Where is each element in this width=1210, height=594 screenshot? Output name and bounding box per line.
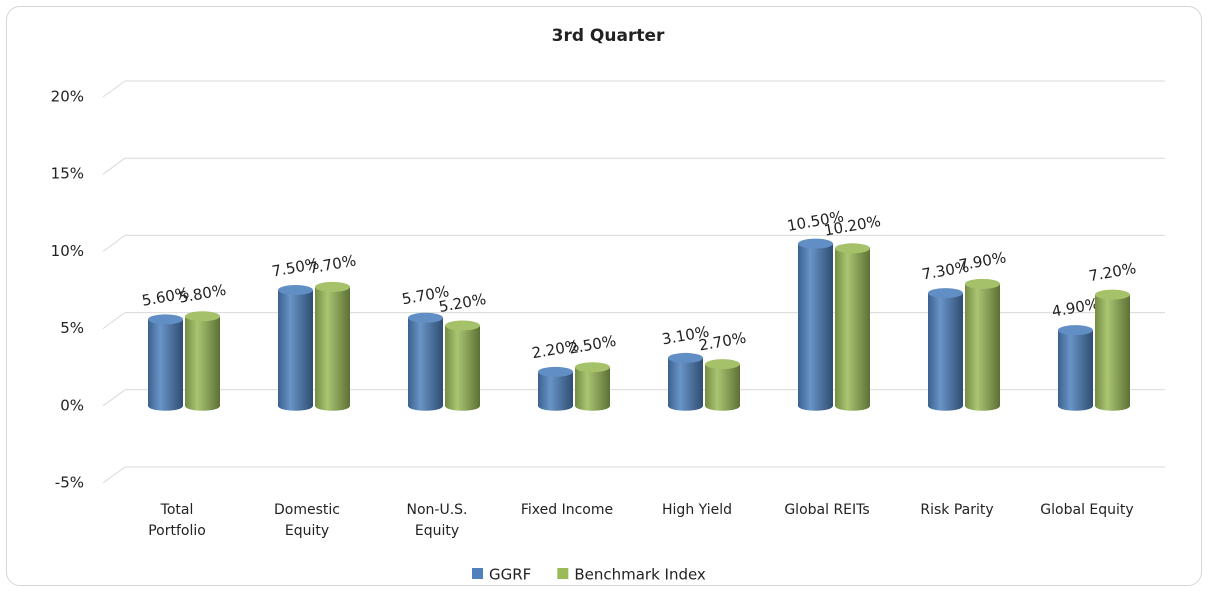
bar [408, 312, 443, 411]
bar-top [668, 352, 703, 363]
bar-base [668, 400, 703, 411]
bar-body [185, 316, 220, 406]
bar-body [408, 317, 443, 406]
legend-swatch [472, 568, 483, 579]
bar-base [575, 400, 610, 411]
bar [928, 288, 963, 411]
y-tick-label: 10% [51, 242, 84, 260]
bar-top [705, 359, 740, 370]
bar-top [798, 238, 833, 249]
bar [668, 352, 703, 411]
bar-base [965, 400, 1000, 411]
bar-top [185, 311, 220, 322]
data-label: 2.50% [567, 332, 617, 358]
x-tick-label: Non-U.S. Equity [406, 502, 468, 539]
y-tick-label: 0% [60, 396, 84, 414]
grid-line-slant [102, 466, 126, 484]
y-tick-label: 5% [60, 319, 84, 337]
bar-top [1095, 289, 1130, 300]
bar [705, 359, 740, 411]
y-tick-label: 15% [51, 165, 84, 183]
grid-line-slant [102, 80, 126, 98]
bar-body [538, 371, 573, 406]
y-tick-label: 20% [51, 88, 84, 106]
bar-top [315, 281, 350, 292]
bar-top [965, 278, 1000, 289]
chart-title: 3rd Quarter [552, 26, 665, 46]
bar-body [315, 286, 350, 406]
bar-base [408, 400, 443, 411]
bar-base [278, 400, 313, 411]
bar-top [928, 288, 963, 299]
y-tick-label: -5% [55, 474, 84, 492]
bar-body [965, 283, 1000, 406]
legend-label: GGRF [489, 566, 531, 584]
bar-top [1058, 325, 1093, 336]
bar-body [798, 243, 833, 406]
bar-body [928, 293, 963, 406]
bar [148, 314, 183, 411]
grid-line-slant [102, 234, 126, 252]
legend-swatch [557, 568, 569, 579]
bar-body [575, 367, 610, 406]
bar-base [538, 400, 573, 411]
bar-body [668, 357, 703, 406]
legend-label: Benchmark Index [574, 566, 706, 584]
bar [1058, 325, 1093, 411]
bar [965, 278, 1000, 411]
chart-panel [6, 6, 1202, 586]
bar-base [928, 400, 963, 411]
x-tick-label: Total Portfolio [148, 502, 206, 539]
data-label: 7.90% [957, 248, 1007, 274]
bar-body [705, 364, 740, 406]
bar [798, 238, 833, 411]
bar [445, 320, 480, 411]
grid-line-slant [102, 389, 126, 407]
bar-base [1095, 400, 1130, 411]
bar [185, 311, 220, 411]
data-label: 4.90% [1050, 295, 1100, 321]
bar-body [835, 248, 870, 406]
x-tick-label: Global Equity [1040, 502, 1134, 518]
bar [315, 281, 350, 411]
bar-base [1058, 400, 1093, 411]
bar-body [148, 319, 183, 406]
bar-top [575, 362, 610, 373]
x-tick-label: High Yield [662, 502, 732, 518]
bar-body [278, 290, 313, 406]
bar-base [705, 400, 740, 411]
bar [575, 362, 610, 411]
x-tick-label: Domestic Equity [274, 502, 340, 539]
bar-base [445, 400, 480, 411]
bar-top [445, 320, 480, 331]
bar-base [315, 400, 350, 411]
bar-base [185, 400, 220, 411]
grid-line-slant [102, 312, 126, 330]
x-tick-label: Global REITs [784, 502, 870, 518]
x-tick-label: Risk Parity [920, 502, 994, 518]
bar [538, 366, 573, 411]
grid-line-slant [102, 157, 126, 175]
bar-top [835, 243, 870, 254]
bar [835, 243, 870, 411]
bar-top [278, 285, 313, 295]
bar-body [1058, 330, 1093, 406]
bar-base [835, 400, 870, 411]
bar-base [148, 400, 183, 411]
bar-base [798, 400, 833, 411]
data-label: 7.20% [1087, 259, 1137, 285]
bar [278, 285, 313, 411]
bar-top [538, 366, 573, 377]
bar [1095, 289, 1130, 411]
bar-body [1095, 294, 1130, 406]
bar-top [408, 312, 443, 323]
x-tick-label: Fixed Income [520, 502, 614, 518]
bar-top [148, 314, 183, 325]
bar-body [445, 325, 480, 406]
